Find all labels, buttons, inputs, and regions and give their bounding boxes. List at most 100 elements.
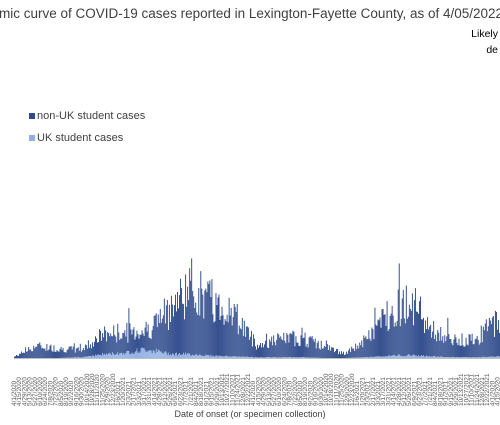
bar-non-uk <box>179 295 180 354</box>
bar-non-uk <box>261 347 263 358</box>
bar-uk <box>253 357 255 358</box>
x-tick-label: 3/17/2021 <box>380 377 387 406</box>
bar-non-uk <box>99 329 101 356</box>
bar-uk <box>283 357 285 358</box>
x-tick-label: 12/22/2021 <box>245 373 252 406</box>
bar-uk <box>454 357 456 358</box>
bar-non-uk <box>344 354 346 358</box>
bar-non-uk <box>265 340 267 358</box>
bar-non-uk <box>446 336 448 358</box>
bar-uk <box>139 352 141 358</box>
bar-non-uk <box>440 327 442 357</box>
bar-non-uk <box>403 318 405 357</box>
legend-item-non-uk: non-UK student cases <box>29 108 145 124</box>
bar-uk <box>235 356 237 358</box>
bar-uk <box>388 355 390 358</box>
bar-uk <box>475 357 477 358</box>
bar-uk <box>482 357 484 358</box>
bar-non-uk <box>38 343 40 358</box>
bar-non-uk <box>75 348 77 358</box>
bar-uk <box>473 357 475 358</box>
bar-non-uk <box>303 337 305 358</box>
bar-uk <box>455 357 457 358</box>
bar-uk <box>125 353 127 358</box>
bar-non-uk <box>424 332 426 357</box>
bar-non-uk <box>133 327 135 354</box>
bar-non-uk <box>315 348 317 358</box>
bar-non-uk <box>165 305 167 353</box>
bar-uk <box>76 357 78 358</box>
bar-non-uk <box>306 343 308 358</box>
bar-uk <box>149 350 151 358</box>
x-tick-label: 5/13/2020 <box>27 377 34 406</box>
bar-uk <box>370 356 372 358</box>
bar-uk <box>89 355 91 358</box>
bar-non-uk <box>121 338 123 353</box>
bar-non-uk <box>112 336 114 353</box>
x-tick-label: 8/5/2020 <box>297 380 304 406</box>
bar-non-uk <box>155 313 157 349</box>
x-tick-label: 11/11/2020 <box>333 374 340 406</box>
bar-uk <box>102 353 104 358</box>
bar-non-uk <box>431 337 433 357</box>
bar-non-uk <box>401 298 403 357</box>
x-tick-label: 3/31/2021 <box>385 377 392 406</box>
x-tick-label: 10/14/2020 <box>323 373 330 406</box>
bar-uk <box>422 356 423 358</box>
bar-uk <box>434 356 436 358</box>
bar-uk <box>138 351 140 358</box>
bar-non-uk <box>277 333 279 358</box>
bar-non-uk <box>44 348 46 358</box>
x-tick-label: 9/29/2021 <box>214 377 221 406</box>
bar-non-uk <box>395 326 397 357</box>
bar-non-uk <box>492 316 494 357</box>
bar-uk <box>462 357 464 358</box>
bar-non-uk <box>18 355 20 358</box>
bar-uk <box>290 357 292 358</box>
x-tick-label: 9/1/2021 <box>443 380 450 406</box>
bar-non-uk <box>209 280 211 357</box>
x-tick-label: 9/30/2020 <box>79 377 86 406</box>
bar-uk <box>150 350 152 358</box>
bar-non-uk <box>54 351 56 358</box>
bar-uk <box>212 355 214 358</box>
bar-non-uk <box>147 324 149 352</box>
bar-non-uk <box>200 271 202 356</box>
bar-uk <box>214 356 216 358</box>
bar-uk <box>404 356 406 358</box>
bar-uk <box>364 357 366 358</box>
bar-non-uk <box>456 342 458 358</box>
bar-uk <box>387 356 389 358</box>
bar-uk <box>124 354 126 358</box>
bar-uk <box>446 357 448 358</box>
bar-non-uk <box>425 320 427 357</box>
bar-non-uk <box>340 354 341 358</box>
bar-uk <box>255 357 257 358</box>
bar-uk <box>421 355 422 358</box>
bar-non-uk <box>196 312 198 355</box>
bar-uk <box>200 355 202 358</box>
bar-non-uk <box>311 336 313 358</box>
bar-non-uk <box>413 300 415 355</box>
bar-non-uk <box>31 351 33 358</box>
bar-non-uk <box>206 292 208 356</box>
bar-uk <box>93 356 95 358</box>
bar-uk <box>407 354 409 358</box>
bar-non-uk <box>14 356 15 358</box>
bar-non-uk <box>404 323 406 357</box>
bar-non-uk <box>242 335 244 357</box>
bar-non-uk <box>82 348 84 358</box>
bar-non-uk <box>400 318 402 357</box>
bar-uk <box>389 356 391 358</box>
bar-non-uk <box>354 350 356 358</box>
bar-non-uk <box>97 342 98 355</box>
bar-uk <box>457 357 459 358</box>
x-tick-label: 2/3/2021 <box>125 380 132 406</box>
bar-non-uk <box>230 307 232 357</box>
bar-uk <box>390 356 392 358</box>
bar-non-uk <box>16 354 17 358</box>
bar-non-uk <box>88 347 90 357</box>
bar-uk <box>177 355 178 358</box>
bar-uk <box>371 356 373 358</box>
bar-non-uk <box>25 347 27 358</box>
